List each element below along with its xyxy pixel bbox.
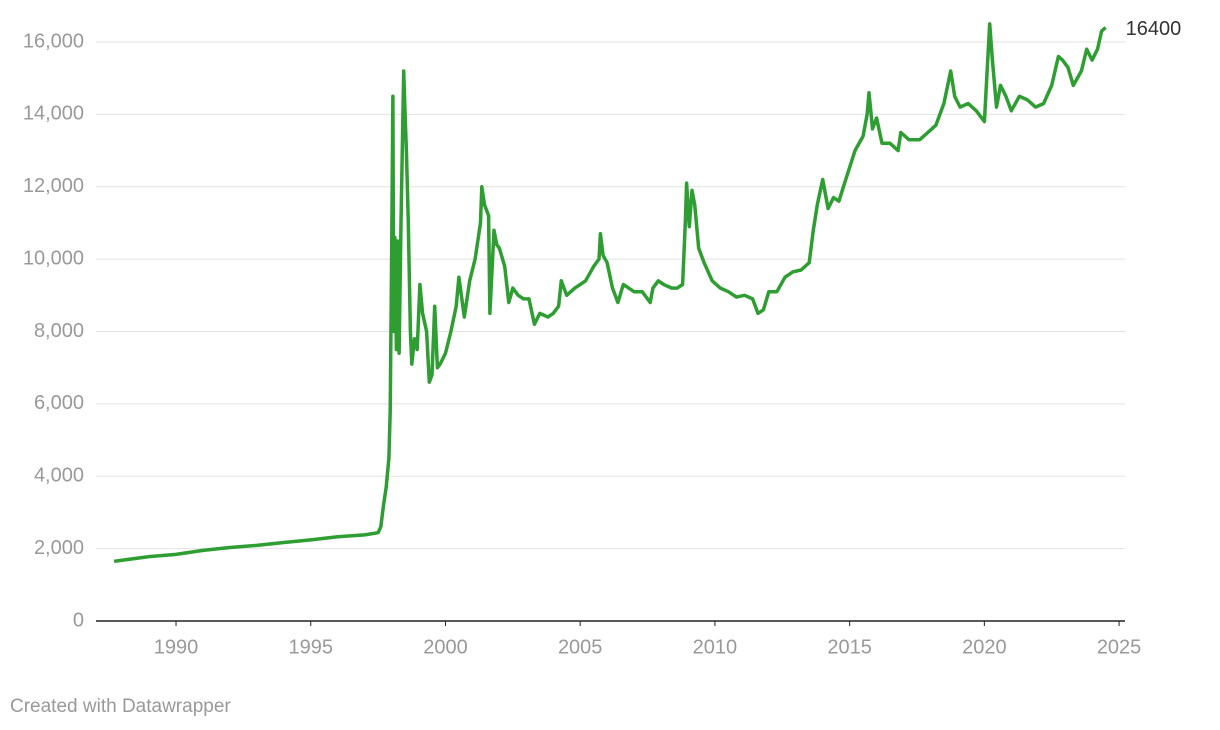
x-tick-label: 1995 <box>288 636 333 658</box>
x-tick-label: 2000 <box>423 636 468 658</box>
y-tick-label: 14,000 <box>23 103 84 125</box>
y-tick-label: 10,000 <box>23 247 84 269</box>
y-tick-label: 12,000 <box>23 175 84 197</box>
x-tick-label: 2010 <box>693 636 738 658</box>
y-tick-label: 6,000 <box>34 392 84 414</box>
line <box>113 22 1107 564</box>
x-tick-label: 2020 <box>962 636 1007 658</box>
end-label: 16400 <box>1126 18 1182 40</box>
x-tick-label: 2005 <box>558 636 603 658</box>
y-tick-label: 4,000 <box>34 465 84 487</box>
x-tick-label: 2025 <box>1097 636 1142 658</box>
y-tick-label: 2,000 <box>34 537 84 559</box>
y-tick-label: 0 <box>73 609 84 631</box>
x-tick-label: 1990 <box>154 636 199 658</box>
y-tick-label: 8,000 <box>34 320 84 342</box>
y-tick-label: 16,000 <box>23 30 84 52</box>
x-tick-label: 2015 <box>827 636 872 658</box>
credit: Created with Datawrapper <box>10 696 231 717</box>
